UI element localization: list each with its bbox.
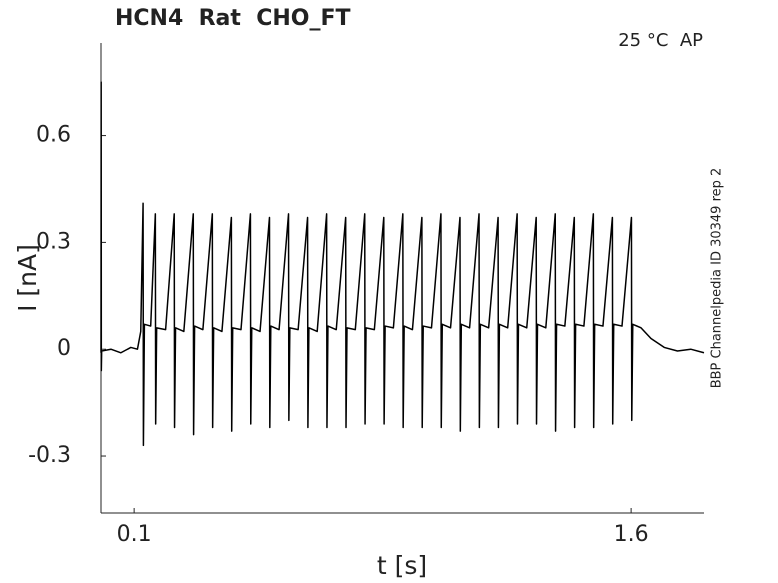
x-tick-label: 1.6 — [614, 522, 649, 547]
y-tick-label: 0.3 — [36, 229, 71, 254]
annotation: 25 °C AP — [618, 30, 703, 51]
y-tick-label: 0.6 — [36, 123, 71, 148]
y-tick-label: 0 — [57, 336, 71, 361]
y-tick-label: -0.3 — [28, 443, 71, 468]
x-axis-label: t [s] — [377, 551, 427, 580]
side-label: BBP Channelpedia ID 30349 rep 2 — [710, 168, 725, 389]
chart-title: HCN4 Rat CHO_FT — [115, 6, 351, 31]
y-axis-label: I [nA] — [13, 244, 42, 312]
trace — [100, 81, 705, 447]
x-tick-label: 0.1 — [117, 522, 152, 547]
